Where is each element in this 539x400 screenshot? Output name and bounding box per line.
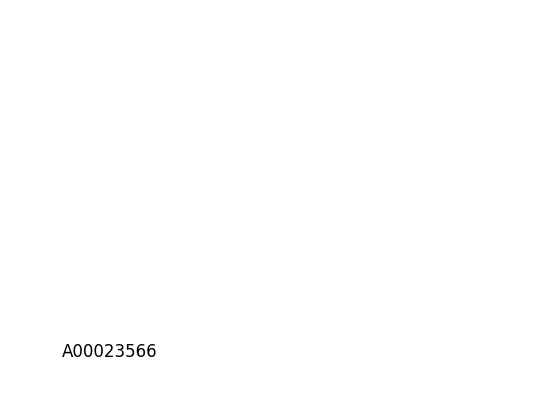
Text: A00023566: A00023566 xyxy=(62,343,158,361)
